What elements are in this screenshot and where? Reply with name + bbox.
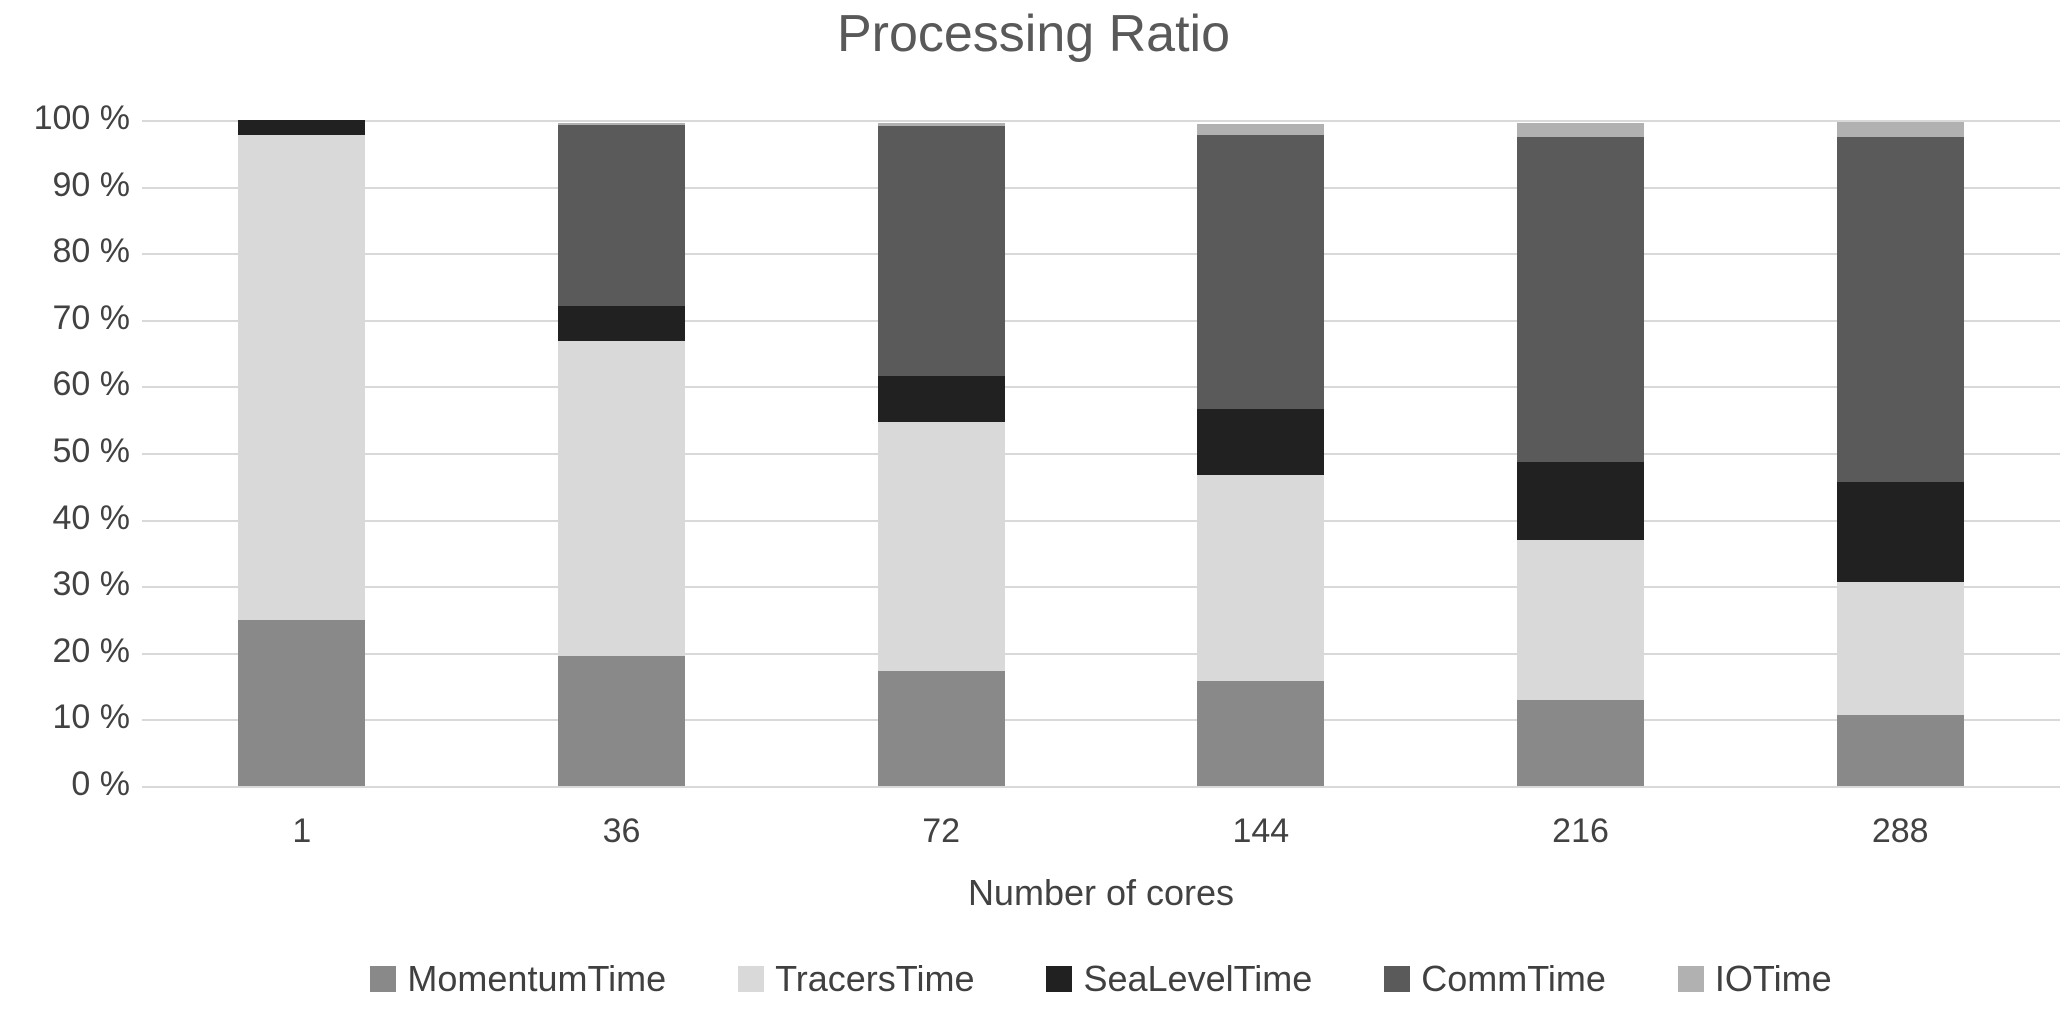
gridline (142, 186, 2060, 189)
y-axis-tick-label: 30 % (52, 565, 131, 604)
bar-segment-SeaLevelTime (1517, 461, 1645, 541)
bar-segment-TracersTime (877, 422, 1005, 671)
bar-segment-SeaLevelTime (1836, 481, 1964, 582)
stacked-bar (1836, 122, 1964, 786)
bar-segment-IOTime (558, 122, 685, 125)
legend-swatch-icon (1046, 966, 1073, 992)
x-axis-tick-label: 216 (1552, 812, 1609, 850)
bar-segment-MomentumTime (1836, 714, 1964, 786)
bar-segment-TracersTime (1836, 581, 1964, 715)
gridline (142, 519, 2060, 522)
bar-category-slot (1421, 120, 1741, 786)
bar-segment-CommTime (1836, 137, 1964, 482)
legend-item-MomentumTime: MomentumTime (370, 958, 666, 1000)
bar-segment-CommTime (558, 124, 685, 306)
x-axis-tick-label: 1 (292, 812, 312, 850)
y-axis-tick-label: 60 % (52, 365, 131, 404)
bar-segment-MomentumTime (238, 619, 366, 786)
bar-category-slot (1740, 120, 2060, 786)
gridline (142, 786, 2060, 788)
y-axis-tick-label: 0 % (71, 765, 130, 803)
legend-label: MomentumTime (407, 958, 667, 999)
legend-label: IOTime (1714, 958, 1832, 999)
bars-layer (142, 120, 2060, 786)
legend-item-TracersTime: TracersTime (738, 958, 974, 1000)
x-axis: 1 36 72 144 216 288 (142, 812, 2060, 851)
y-axis-tick-label: 70 % (52, 298, 131, 337)
bar-segment-MomentumTime (558, 655, 685, 786)
bar-segment-MomentumTime (1517, 700, 1645, 786)
bar-segment-SeaLevelTime (877, 376, 1005, 423)
chart-title: Processing Ratio (836, 5, 1231, 63)
gridline (142, 652, 2060, 655)
bar-category-slot (1101, 120, 1421, 786)
bar-segment-TracersTime (558, 341, 685, 656)
bar-segment-TracersTime (1197, 475, 1325, 681)
x-axis-tick-label: 288 (1871, 812, 1929, 850)
stacked-bar (1517, 122, 1645, 786)
bar-segment-SeaLevelTime (1197, 409, 1325, 476)
stacked-bar (877, 122, 1005, 786)
bar-segment-TracersTime (238, 134, 366, 620)
bar-segment-CommTime (877, 126, 1005, 377)
gridline (142, 319, 2060, 322)
gridline (142, 719, 2060, 722)
stacked-bar (1197, 124, 1325, 786)
x-axis-title: Number of cores (967, 872, 1235, 913)
y-axis-tick-label: 10 % (52, 698, 131, 737)
bar-segment-TracersTime (1517, 540, 1645, 701)
bar-segment-MomentumTime (877, 670, 1005, 786)
legend-swatch-icon (370, 966, 397, 992)
legend-label: TracersTime (775, 958, 975, 999)
legend-swatch-icon (1677, 966, 1704, 992)
legend-item-SeaLevelTime: SeaLevelTime (1046, 958, 1312, 1000)
stacked-bar (238, 120, 366, 786)
y-axis-tick-label: 90 % (52, 165, 131, 204)
legend-swatch-icon (738, 966, 765, 992)
plot-area (142, 120, 2060, 788)
legend-item-CommTime: CommTime (1384, 958, 1606, 1000)
bar-segment-CommTime (1197, 134, 1325, 410)
legend-label: CommTime (1421, 958, 1606, 999)
gridline (142, 386, 2060, 389)
legend-swatch-icon (1384, 966, 1411, 992)
x-axis-tick-label: 144 (1232, 812, 1290, 850)
bar-segment-IOTime (1517, 122, 1645, 138)
bar-category-slot (462, 120, 782, 786)
bar-segment-IOTime (877, 122, 1005, 127)
x-axis-tick-label: 72 (922, 812, 961, 850)
gridline (142, 120, 2060, 122)
gridline (142, 253, 2060, 256)
legend-item-IOTime: IOTime (1677, 958, 1832, 1000)
bar-segment-MomentumTime (1197, 680, 1325, 786)
legend-label: SeaLevelTime (1083, 958, 1313, 999)
bar-category-slot (781, 120, 1101, 786)
x-axis-tick-label: 36 (602, 812, 641, 850)
bar-category-slot (142, 120, 462, 786)
bar-segment-IOTime (1836, 122, 1964, 138)
bar-segment-SeaLevelTime (558, 305, 685, 342)
gridline (142, 586, 2060, 589)
y-axis-tick-label: 40 % (52, 498, 131, 537)
bar-segment-IOTime (1197, 124, 1325, 135)
y-axis-tick-label: 20 % (52, 631, 131, 670)
y-axis-tick-label: 50 % (52, 432, 131, 470)
bar-segment-SeaLevelTime (238, 120, 366, 135)
legend: MomentumTime TracersTime SeaLevelTime CommT… (142, 958, 2060, 1000)
stacked-bar (558, 122, 685, 786)
y-axis-tick-label: 100 % (33, 99, 130, 137)
gridline (142, 453, 2060, 455)
bar-segment-CommTime (1517, 137, 1645, 462)
y-axis-tick-label: 80 % (52, 232, 131, 271)
